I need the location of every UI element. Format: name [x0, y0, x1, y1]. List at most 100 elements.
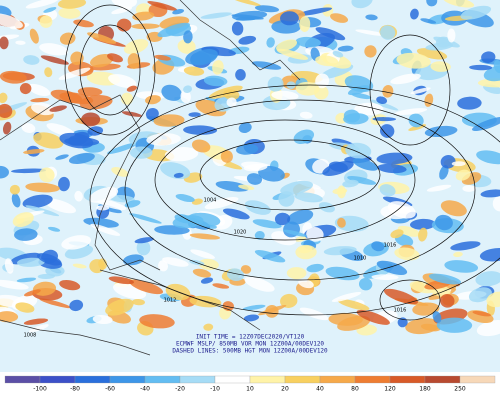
vorticity-blob [25, 0, 60, 9]
vorticity-blob [276, 39, 298, 52]
vorticity-blob [183, 30, 193, 44]
vorticity-blob [252, 219, 282, 229]
caption-line: DASHED LINES: 500MB HGT MON 12Z00A/00DEV… [172, 348, 328, 355]
vorticity-blob [443, 0, 475, 8]
vorticity-blob [426, 184, 452, 192]
vorticity-blob [72, 263, 87, 269]
vorticity-blob [299, 111, 313, 119]
vorticity-blob [204, 196, 239, 210]
vorticity-blob [408, 113, 424, 128]
vorticity-blob [31, 102, 55, 116]
vorticity-blob [47, 226, 61, 232]
vorticity-blob [377, 163, 407, 174]
vorticity-blob [246, 173, 263, 185]
vorticity-blob [183, 66, 205, 76]
vorticity-blob [10, 168, 47, 174]
vorticity-blob [12, 212, 34, 228]
vorticity-blob [390, 73, 421, 85]
vorticity-blob [315, 55, 339, 67]
vorticity-blob [337, 217, 346, 228]
vorticity-blob [486, 291, 500, 308]
colorbar-label: -40 [140, 386, 150, 393]
vorticity-blob [81, 112, 101, 127]
vorticity-blob [183, 125, 218, 135]
vorticity-blob [436, 317, 473, 333]
vorticity-blob [267, 76, 284, 92]
vorticity-blob [412, 302, 440, 316]
colorbar-swatch [389, 375, 426, 384]
vorticity-blob [226, 268, 245, 282]
vorticity-blob [271, 90, 299, 101]
vorticity-blob [382, 85, 394, 98]
vorticity-blob [254, 5, 280, 13]
vorticity-blob [23, 55, 40, 65]
vorticity-blob [21, 123, 36, 134]
vorticity-blob [96, 199, 127, 211]
vorticity-blob [306, 263, 324, 273]
vorticity-blob [394, 247, 420, 261]
vorticity-blob [173, 172, 184, 178]
colorbar-label: 20 [281, 386, 289, 393]
contour-label: 1010 [354, 256, 367, 262]
vorticity-blob [345, 142, 372, 159]
colorbar-swatch [354, 375, 391, 384]
caption-line: ECMWF MSLP/ 850MB VOR MON 12Z00A/00DEV12… [176, 341, 324, 348]
vorticity-blob [332, 188, 348, 195]
vorticity-blob [200, 277, 214, 284]
vorticity-blob [105, 298, 134, 316]
vorticity-blob [418, 227, 428, 242]
vorticity-blob [59, 132, 94, 149]
vorticity-blob [108, 276, 134, 285]
vorticity-blob [492, 196, 500, 212]
vorticity-blob [89, 187, 119, 203]
vorticity-blob [298, 279, 314, 289]
vorticity-blob [380, 25, 396, 40]
vorticity-blob [364, 45, 377, 58]
vorticity-blob [337, 299, 370, 311]
vorticity-blob [323, 246, 357, 256]
vorticity-blob [397, 225, 420, 237]
vorticity-blob [294, 192, 323, 203]
vorticity-blob [238, 122, 252, 134]
vorticity-blob [432, 311, 442, 323]
coastline [179, 0, 301, 81]
vorticity-blob [299, 307, 329, 321]
vorticity-blob [116, 18, 132, 32]
vorticity-blob [14, 228, 38, 241]
vorticity-blob [131, 298, 145, 306]
vorticity-blob [337, 315, 371, 331]
vorticity-blob [274, 212, 291, 226]
vorticity-blob [40, 55, 69, 65]
vorticity-blob [139, 314, 175, 329]
vorticity-blob [27, 83, 51, 97]
vorticity-blob [243, 314, 260, 322]
vorticity-blob [426, 0, 438, 7]
vorticity-blob [44, 198, 76, 214]
coastlines [0, 0, 301, 356]
vorticity-blob [164, 147, 199, 162]
vorticity-blob [286, 209, 314, 225]
vorticity-blob [372, 117, 397, 122]
vorticity-blob [92, 315, 113, 325]
vorticity-blob [43, 7, 57, 13]
colorbar-swatch [319, 375, 356, 384]
vorticity-blob [299, 16, 311, 32]
isobar [124, 99, 476, 281]
vorticity-blob [460, 5, 492, 20]
vorticity-blob [228, 0, 261, 7]
vorticity-blob [90, 54, 114, 68]
vorticity-blob [424, 125, 458, 138]
colorbar-swatch [179, 375, 216, 384]
vorticity-blob [235, 69, 246, 81]
vorticity-blob [69, 299, 84, 312]
vorticity-blob [383, 288, 419, 305]
vorticity-blob [0, 36, 9, 50]
coastline [0, 94, 161, 271]
vorticity-blob [0, 5, 12, 18]
vorticity-blob [0, 279, 29, 290]
vorticity-blob [154, 54, 171, 61]
colorbar-label: -60 [105, 386, 115, 393]
vorticity-blob [439, 165, 449, 180]
vorticity-blob [457, 96, 482, 110]
